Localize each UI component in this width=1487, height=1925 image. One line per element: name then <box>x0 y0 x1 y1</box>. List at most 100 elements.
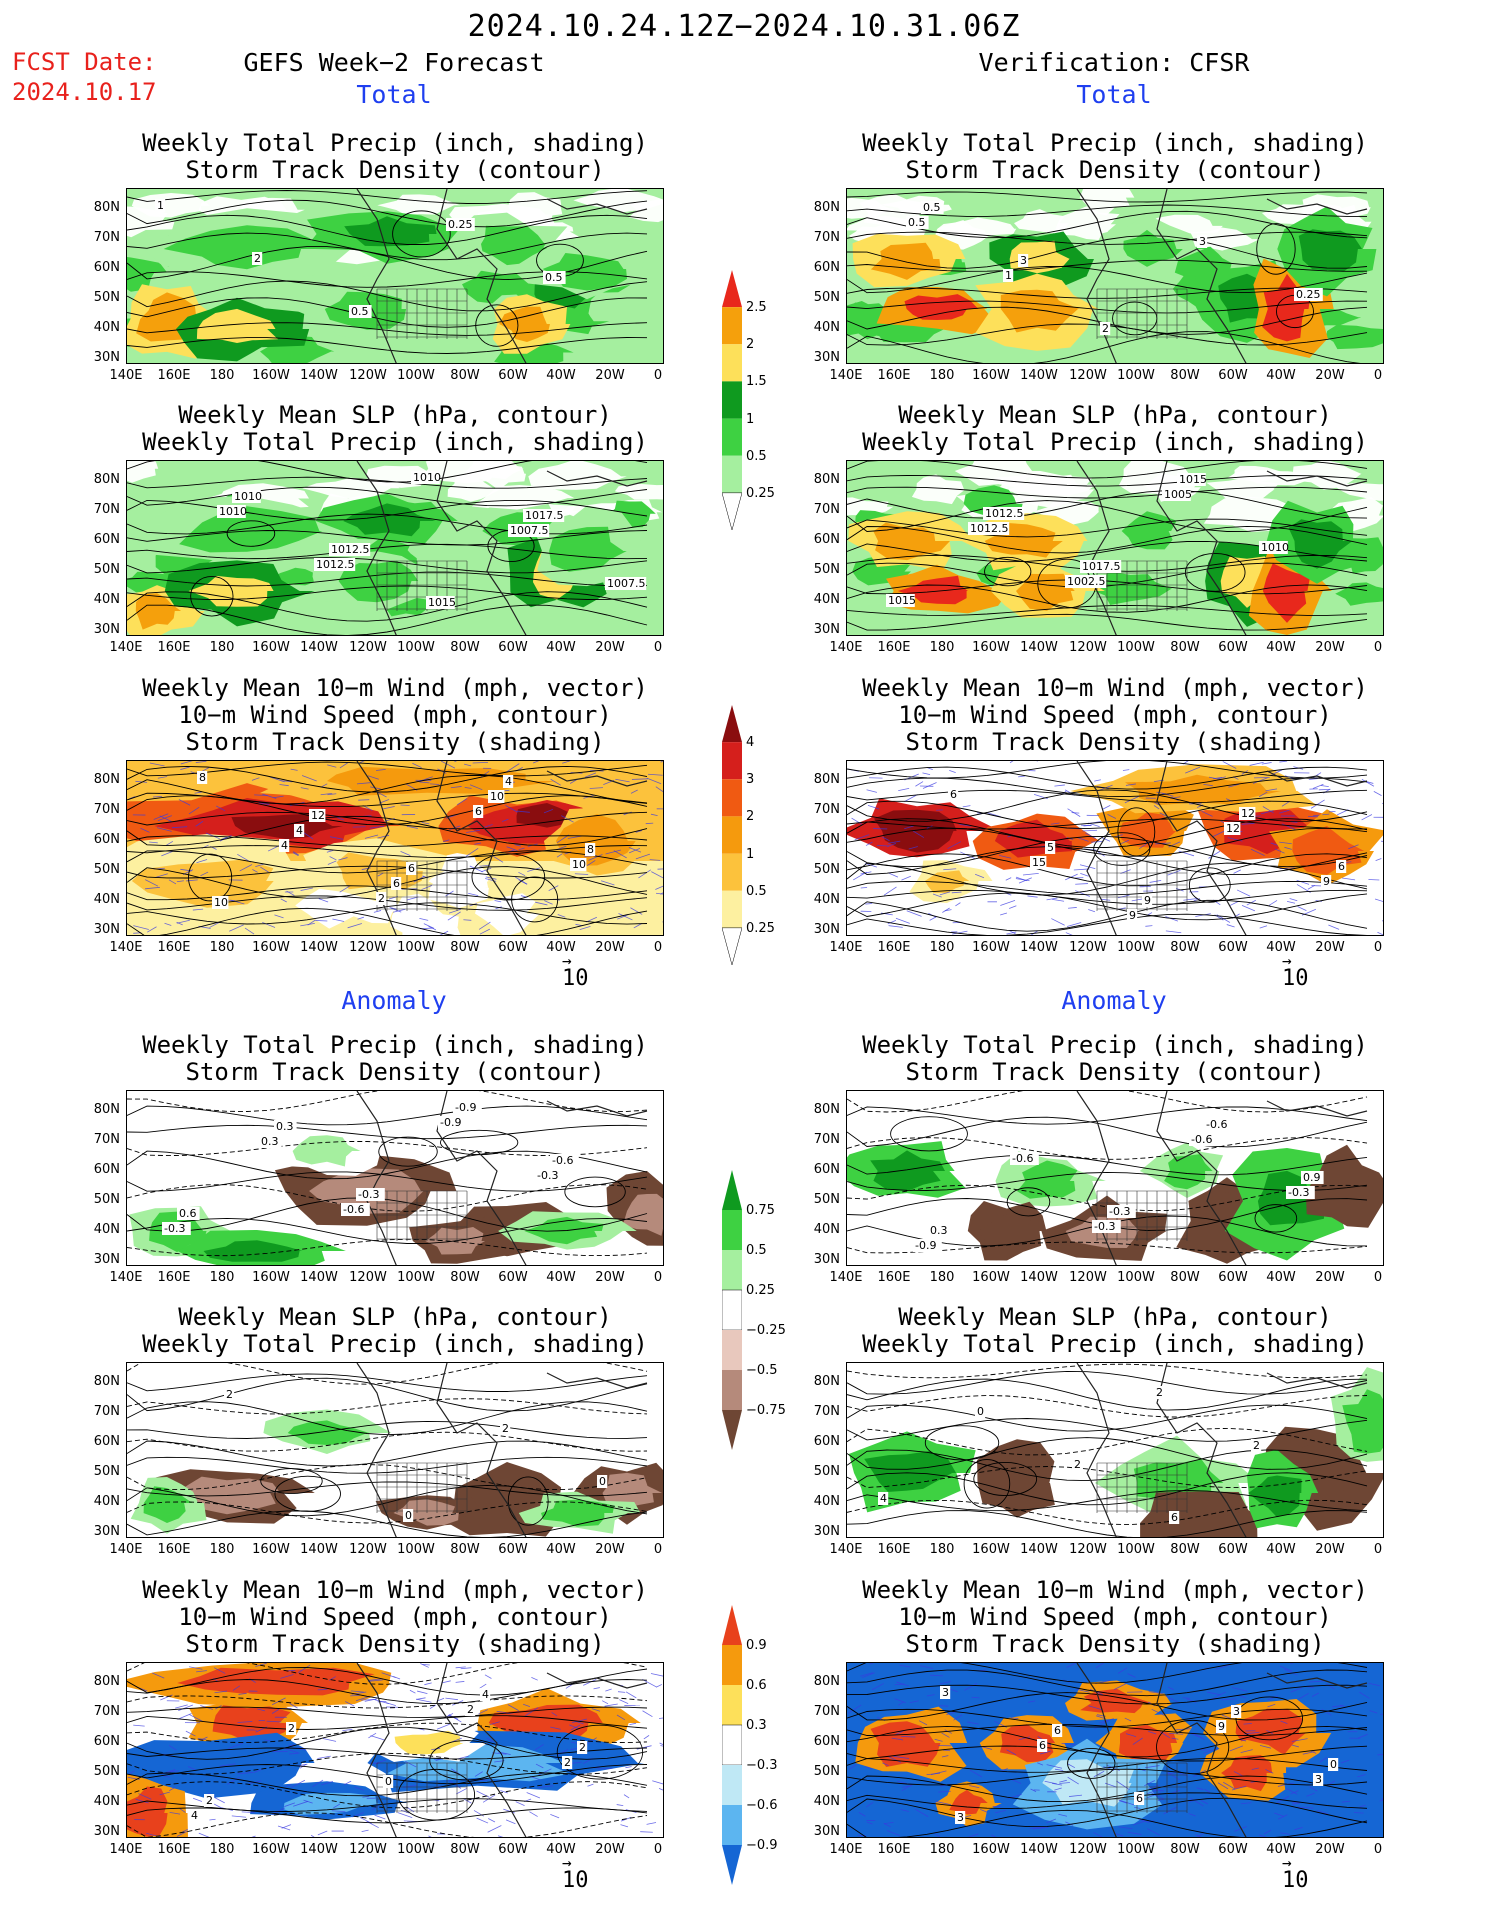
longitude-label: 140W <box>1020 640 1058 655</box>
contour-label: 2 <box>1251 1439 1262 1452</box>
longitude-label: 180 <box>929 1270 955 1285</box>
contour-label: 2 <box>562 1756 573 1769</box>
panel-title-line: Weekly Mean SLP (hPa, contour) <box>898 1303 1332 1331</box>
longitude-label: 20W <box>595 1270 625 1285</box>
contour-label: 9 <box>1216 1720 1227 1733</box>
colorbar-swatch <box>722 1250 742 1290</box>
svg-text:1002.5: 1002.5 <box>1067 575 1106 588</box>
contour-label: 6 <box>1052 1724 1063 1737</box>
longitude-label: 180 <box>209 1542 235 1557</box>
longitude-label: 60W <box>1218 368 1248 383</box>
colorbar-swatch <box>722 418 742 456</box>
latitude-label: 30N <box>93 922 120 937</box>
longitude-label: 80W <box>450 368 480 383</box>
latitude-label: 80N <box>93 772 120 787</box>
colorbar-label: −0.5 <box>746 1363 778 1378</box>
svg-text:6: 6 <box>1171 1511 1178 1524</box>
svg-text:6: 6 <box>950 788 957 801</box>
colorbar-swatch <box>721 492 743 531</box>
svg-text:2: 2 <box>288 1722 295 1735</box>
panel-title-line: Weekly Mean SLP (hPa, contour) <box>898 401 1332 429</box>
longitude-label: 100W <box>1117 368 1155 383</box>
contour-label: 0.3 <box>274 1120 297 1133</box>
contour-label: 1010 <box>1259 541 1289 554</box>
latitude-label: 40N <box>813 320 840 335</box>
vector-arrow-icon: → <box>562 1853 572 1872</box>
latitude-label: 70N <box>93 1704 120 1719</box>
longitude-label: 40W <box>1266 1542 1296 1557</box>
colorbar-label: 2 <box>746 809 755 825</box>
longitude-label: 140W <box>1020 1842 1058 1857</box>
colorbar-swatch <box>722 381 742 419</box>
longitude-label: 100W <box>1117 1542 1155 1557</box>
contour-label: 1010 <box>217 505 247 518</box>
latitude-label: 70N <box>813 1132 840 1147</box>
latitude-label: 50N <box>93 862 120 877</box>
latitude-label: 50N <box>813 862 840 877</box>
contour-label: 0 <box>403 1509 414 1522</box>
svg-text:-0.3: -0.3 <box>1094 1220 1115 1233</box>
longitude-label: 140W <box>1020 1542 1058 1557</box>
contour-label: 0.25 <box>446 218 475 231</box>
forecast-model-title: GEFS Week−2 Forecast <box>243 48 545 77</box>
svg-text:4: 4 <box>482 1688 489 1701</box>
contour-label: 2 <box>224 1388 235 1401</box>
latitude-label: 30N <box>93 1252 120 1267</box>
contour-label: -0.3 <box>356 1188 385 1201</box>
longitude-label: 80W <box>450 940 480 955</box>
contour-label: 6 <box>948 788 959 801</box>
svg-text:8: 8 <box>587 843 594 856</box>
longitude-label: 140E <box>109 1842 143 1857</box>
colorbar-label: 0.9 <box>746 1638 767 1653</box>
longitude-label: 0 <box>653 368 663 383</box>
longitude-label: 180 <box>209 1270 235 1285</box>
latitude-label: 60N <box>93 1162 120 1177</box>
longitude-label: 160W <box>252 1842 290 1857</box>
svg-text:9: 9 <box>1129 909 1136 922</box>
latitude-label: 70N <box>813 802 840 817</box>
colorbar-label: −0.75 <box>746 1403 786 1418</box>
svg-text:2: 2 <box>1253 1439 1260 1452</box>
contour-label: 3 <box>1231 1705 1242 1718</box>
contour-label: 2 <box>376 892 387 905</box>
panel-title-line: Storm Track Density (shading) <box>185 1630 605 1658</box>
panel-title-line: Weekly Mean SLP (hPa, contour) <box>178 1303 612 1331</box>
forecast-slp-precip-anomaly-panel: 0 2 0 2 <box>126 1362 664 1538</box>
longitude-label: 160W <box>972 1270 1010 1285</box>
contour-label: 0 <box>597 1475 608 1488</box>
svg-text:4: 4 <box>505 775 512 788</box>
svg-text:0.5: 0.5 <box>351 305 369 318</box>
latitude-label: 50N <box>813 290 840 305</box>
panel-title-line: Weekly Mean 10−m Wind (mph, vector) <box>142 1576 648 1604</box>
longitude-label: 40W <box>1266 940 1296 955</box>
latitude-label: 60N <box>93 832 120 847</box>
svg-text:1015: 1015 <box>888 594 916 607</box>
longitude-label: 160W <box>252 640 290 655</box>
colorbar-swatch <box>722 1370 742 1410</box>
panel-title-line: Weekly Mean 10−m Wind (mph, vector) <box>142 674 648 702</box>
contour-label: 12 <box>1239 807 1256 820</box>
svg-text:0: 0 <box>385 1775 392 1788</box>
map-field: -0.3 -0.6 -0.3 -0.9 -0.6 -0.3 -0.6 0.9 0.3 <box>847 1091 1383 1265</box>
forecast-slp-precip-panel: 1010 1012.5 1010 1007.5 1007.5 1010 1012.5 1015… <box>126 460 664 636</box>
svg-text:2: 2 <box>579 1741 586 1754</box>
colorbar-label: 3 <box>746 772 755 788</box>
longitude-label: 20W <box>1315 940 1345 955</box>
colorbar-swatch <box>721 1724 743 1766</box>
colorbar-swatch <box>721 1289 743 1331</box>
longitude-label: 20W <box>1315 1542 1345 1557</box>
colorbar-swatch <box>722 1410 742 1450</box>
latitude-label: 80N <box>93 472 120 487</box>
longitude-label: 140E <box>109 1542 143 1557</box>
longitude-label: 120W <box>349 640 387 655</box>
latitude-label: 30N <box>813 1252 840 1267</box>
latitude-label: 40N <box>813 592 840 607</box>
verification-slp-precip-panel: 1012.5 1002.5 1005 1010 1015 1012.5 1017.5 1015 <box>846 460 1384 636</box>
contour-label: -0.3 <box>1107 1205 1136 1218</box>
contour-label: 1017.5 <box>1080 560 1122 573</box>
longitude-label: 160W <box>252 368 290 383</box>
svg-text:1005: 1005 <box>1164 488 1192 501</box>
svg-text:9: 9 <box>1323 875 1330 888</box>
contour-label: 1 <box>1003 269 1014 282</box>
